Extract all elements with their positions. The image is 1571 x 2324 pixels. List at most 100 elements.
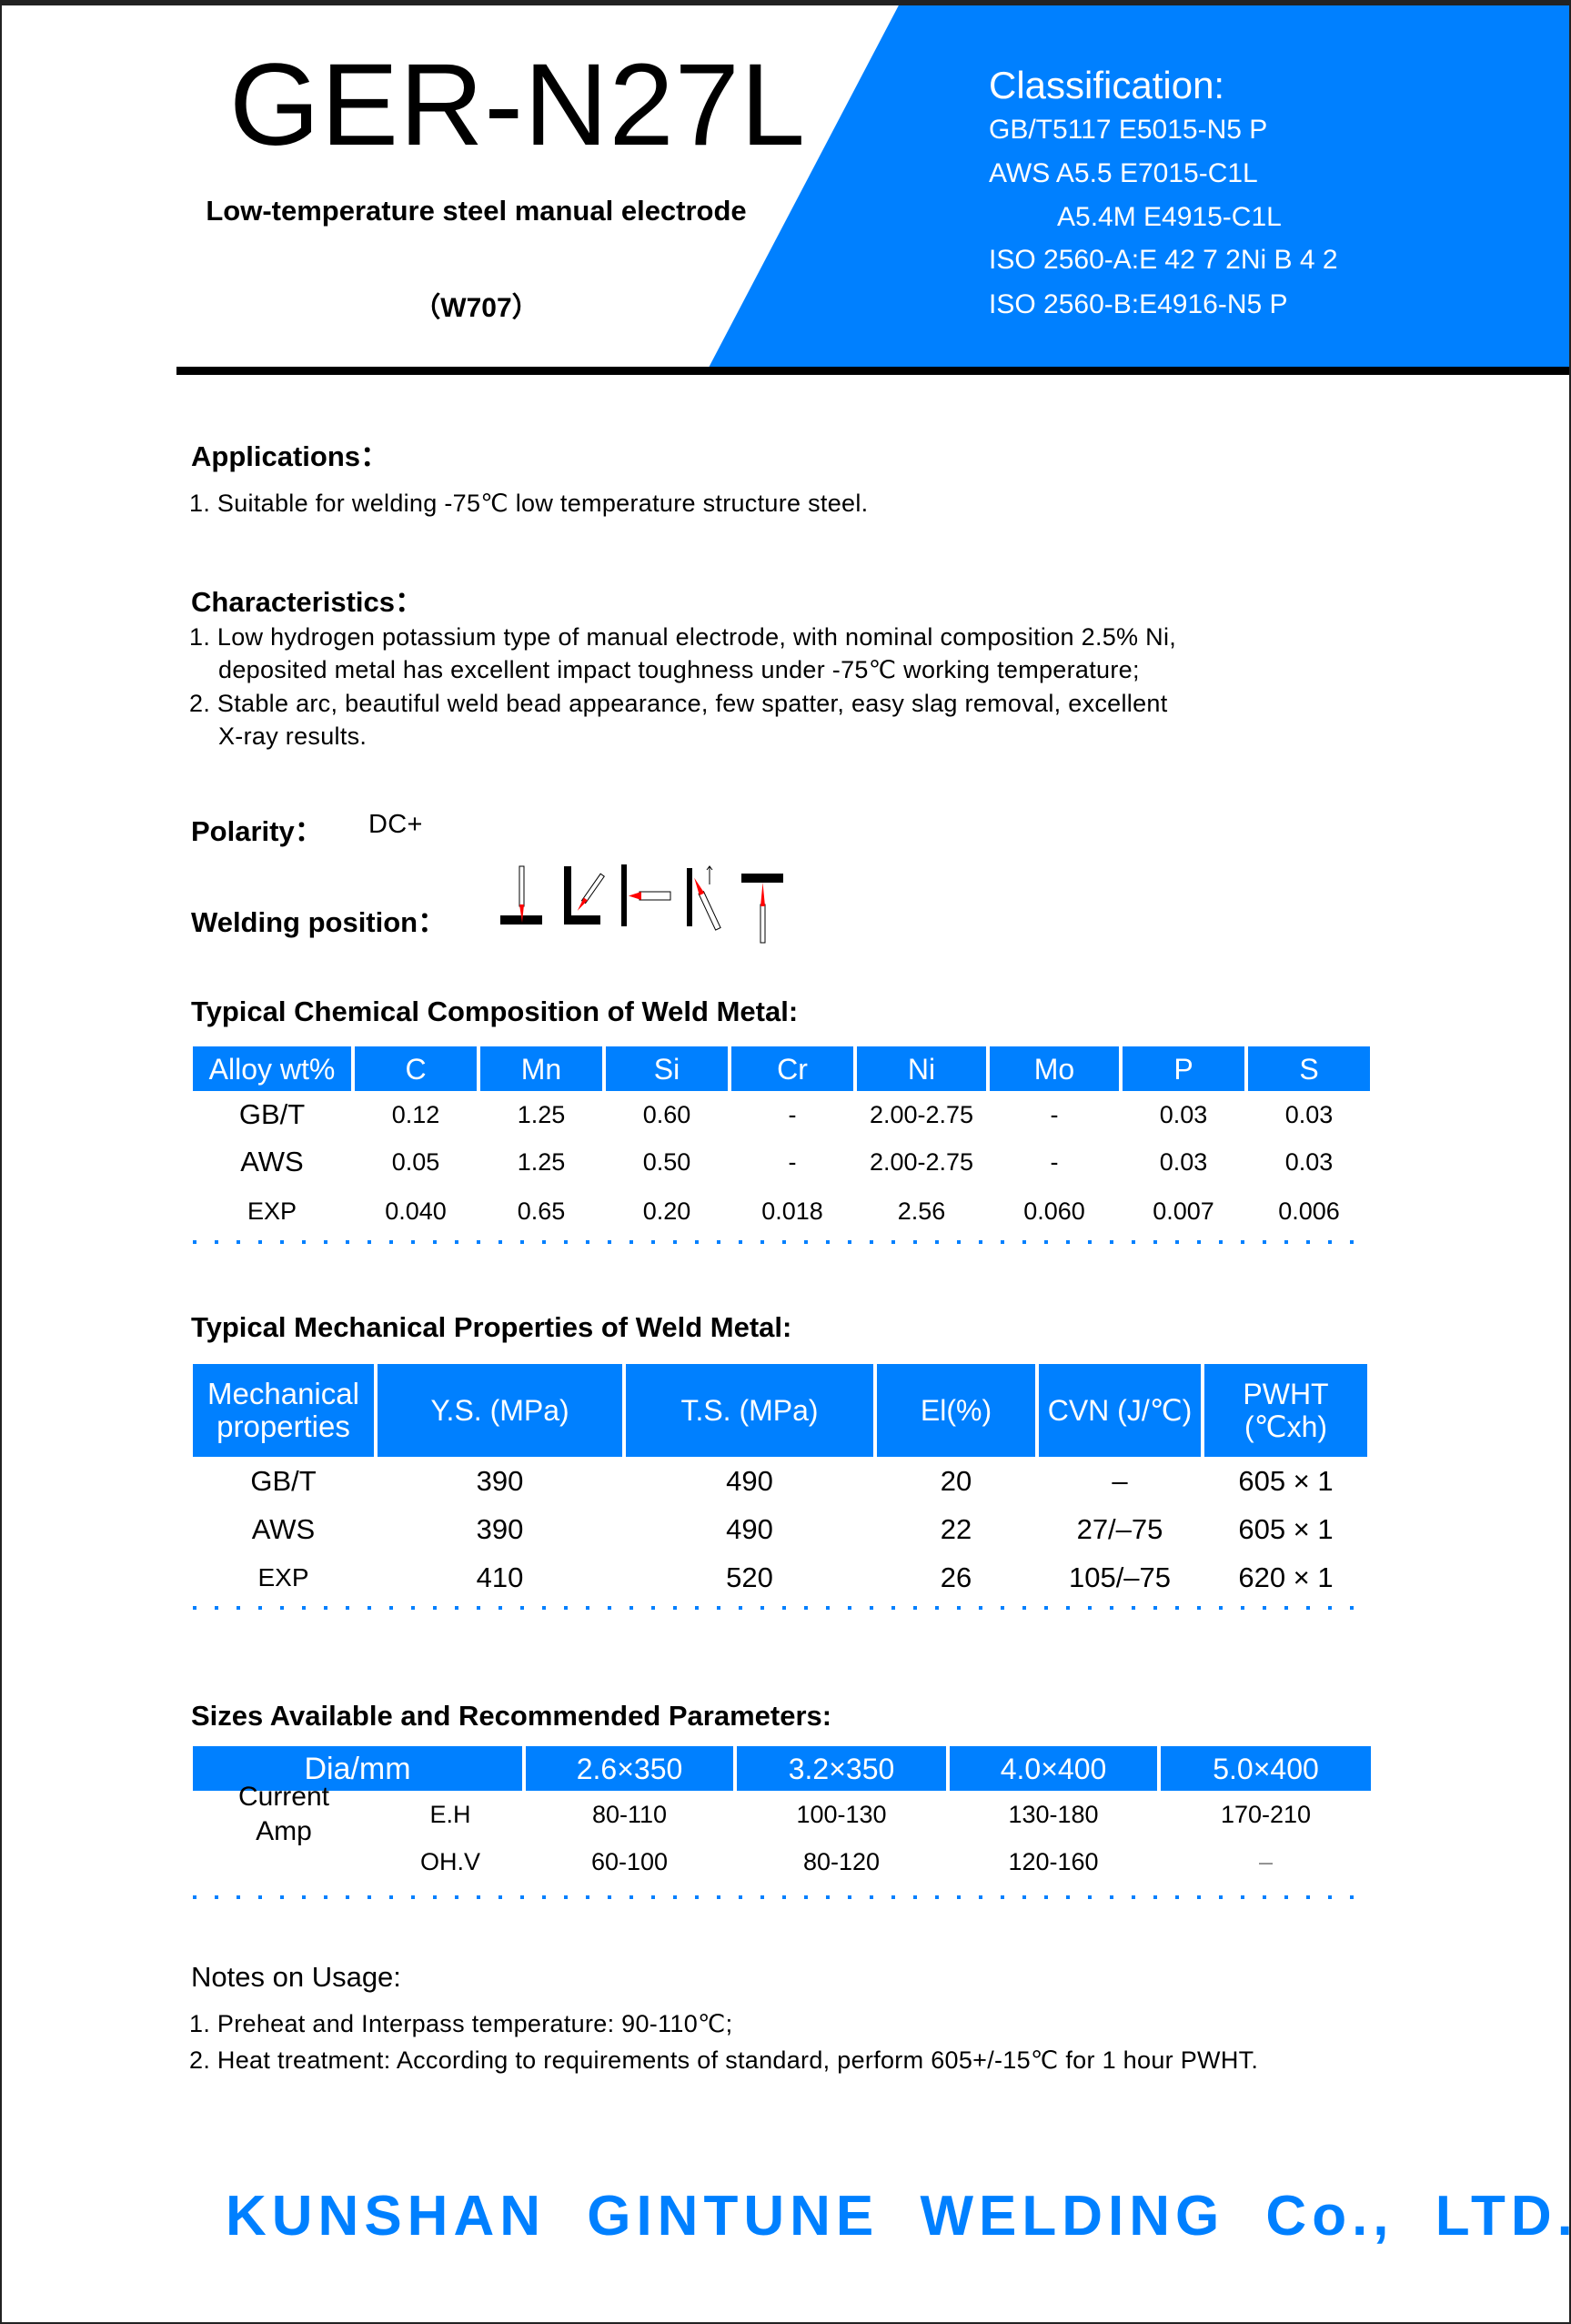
- chemical-cell: 2.00-2.75: [869, 1100, 974, 1128]
- chemical-cell: 2.56: [897, 1197, 946, 1225]
- sizes-header-cell: 4.0×400: [950, 1746, 1157, 1791]
- product-code: （W707）: [413, 293, 539, 323]
- chemical-cell: 1.25: [517, 1100, 566, 1128]
- chemical-cell: 0.65: [517, 1197, 566, 1225]
- characteristics-line: 2. Stable arc, beautiful weld bead appea…: [189, 690, 1168, 717]
- sizes-heading: Sizes Available and Recommended Paramete…: [191, 1700, 832, 1732]
- chemical-header-cell: Si: [606, 1046, 728, 1091]
- mechanical-cell: 105/–75: [1068, 1561, 1172, 1593]
- chemical-header-cell: Alloy wt%: [193, 1046, 351, 1091]
- chemical-cell: 0.03: [1159, 1147, 1208, 1176]
- classification-line: ISO 2560-B:E4916-N5 P: [989, 289, 1288, 319]
- mechanical-row-label: GB/T: [250, 1464, 317, 1497]
- characteristics-line: X-ray results.: [218, 722, 368, 750]
- sizes-cell: 120-160: [1008, 1847, 1099, 1875]
- chemical-row-label: GB/T: [238, 1098, 306, 1130]
- mechanical-cell: 27/–75: [1076, 1512, 1163, 1545]
- mechanical-cell: 520: [726, 1561, 773, 1593]
- chemical-cell: -: [1050, 1147, 1059, 1176]
- sizes-cell: OH.V: [419, 1847, 480, 1875]
- mechanical-cell: 390: [476, 1512, 524, 1545]
- header-blue-panel: [709, 0, 1571, 368]
- dotted-divider: [193, 1606, 1371, 1610]
- chemical-cell: 0.018: [761, 1197, 823, 1225]
- chemical-cell: 0.50: [642, 1147, 691, 1176]
- chemical-cell: 0.006: [1278, 1197, 1340, 1225]
- mechanical-cell: 26: [940, 1561, 972, 1593]
- characteristics-line: 1. Low hydrogen potassium type of manual…: [189, 623, 1177, 651]
- mechanical-header-cell: El(%): [877, 1364, 1035, 1457]
- horizontal-position-icon: [621, 864, 671, 926]
- mechanical-cell: 410: [476, 1561, 524, 1593]
- chemical-header-cell: Cr: [731, 1046, 853, 1091]
- mechanical-cell: 605 × 1: [1238, 1464, 1334, 1497]
- dotted-divider: [193, 1895, 1371, 1899]
- chemical-header-cell: P: [1123, 1046, 1244, 1091]
- classification-line: GB/T5117 E5015-N5 P: [989, 115, 1268, 145]
- company-logo-text: KUNSHAN GINTUNE WELDING Co., LTD.: [226, 2185, 1571, 2248]
- flat-position-icon: [500, 865, 542, 925]
- chemical-row-label: EXP: [247, 1197, 297, 1225]
- welding-position-icons: [500, 864, 783, 944]
- chemical-row-label: AWS: [240, 1146, 304, 1177]
- sizes-header-cell: 5.0×400: [1161, 1746, 1371, 1791]
- sizes-cell: 80-120: [802, 1847, 881, 1875]
- chemical-cell: 0.05: [391, 1147, 440, 1176]
- mechanical-cell: 605 × 1: [1238, 1512, 1334, 1545]
- notes-heading: Notes on Usage:: [191, 1961, 401, 1993]
- sizes-cell: E.H: [429, 1800, 471, 1828]
- mechanical-row-label: AWS: [251, 1512, 316, 1545]
- sizes-cell: –: [1258, 1847, 1274, 1875]
- sizes-header-cell: 2.6×350: [526, 1746, 733, 1791]
- chemical-cell: -: [788, 1100, 797, 1128]
- sizes-table: Dia/mm 2.6×350 3.2×350 4.0×400 5.0×400 C…: [193, 1746, 1371, 1885]
- sizes-header-cell: Dia/mm: [193, 1746, 522, 1791]
- applications-item: 1. Suitable for welding -75℃ low tempera…: [189, 490, 869, 517]
- mechanical-header-cell: CVN (J/℃): [1039, 1364, 1201, 1457]
- chemical-table: Alloy wt% C Mn Si Cr Ni Mo P S GB/T 0.12 1.25 0.60 - 2…: [193, 1046, 1370, 1237]
- overhead-position-icon: [741, 874, 783, 944]
- chemical-cell: 0.040: [385, 1197, 447, 1225]
- chemical-header-cell: Ni: [857, 1046, 986, 1091]
- sizes-cell: 60-100: [590, 1847, 669, 1875]
- mechanical-table: Mechanical properties Y.S. (MPa) T.S. (MPa…: [193, 1364, 1367, 1602]
- chemical-cell: 0.03: [1284, 1100, 1334, 1128]
- sizes-cell: 170-210: [1220, 1800, 1312, 1828]
- mechanical-cell: 390: [476, 1464, 524, 1497]
- mechanical-header-cell: Mechanical properties: [193, 1364, 374, 1457]
- mechanical-heading: Typical Mechanical Properties of Weld Me…: [191, 1311, 792, 1343]
- mechanical-header-cell: T.S. (MPa): [626, 1364, 873, 1457]
- dotted-divider: [193, 1240, 1371, 1244]
- sizes-cell: 80-110: [591, 1800, 668, 1828]
- sizes-header-cell: 3.2×350: [737, 1746, 946, 1791]
- chemical-cell: 1.25: [517, 1147, 566, 1176]
- chemical-heading: Typical Chemical Composition of Weld Met…: [191, 995, 799, 1027]
- chemical-header-cell: S: [1248, 1046, 1370, 1091]
- welding-position-label: Welding position：: [191, 906, 447, 938]
- characteristics-line: deposited metal has excellent impact tou…: [218, 656, 1140, 683]
- mechanical-cell: –: [1112, 1464, 1128, 1497]
- applications-heading: Applications：: [191, 440, 389, 472]
- mechanical-header-cell: Y.S. (MPa): [378, 1364, 622, 1457]
- mechanical-cell: 20: [940, 1464, 972, 1497]
- mechanical-row-label: EXP: [257, 1562, 309, 1591]
- mechanical-cell: 490: [726, 1512, 773, 1545]
- sizes-cell: 100-130: [796, 1800, 887, 1828]
- classification-line: ISO 2560-A:E 42 7 2Ni B 4 2: [989, 245, 1338, 275]
- chemical-cell: 0.12: [391, 1100, 440, 1128]
- chemical-cell: 0.007: [1153, 1197, 1214, 1225]
- vertical-up-icon: [687, 865, 721, 931]
- polarity-value: DC+: [368, 810, 423, 839]
- classification-line: AWS A5.5 E7015-C1L: [989, 158, 1258, 188]
- mechanical-cell: 490: [726, 1464, 773, 1497]
- notes-item: 2. Heat treatment: According to requirem…: [189, 2046, 1259, 2074]
- chemical-header-cell: Mn: [480, 1046, 602, 1091]
- chemical-cell: 0.060: [1023, 1197, 1085, 1225]
- classification-title: Classification:: [989, 64, 1225, 106]
- classification-line: A5.4M E4915-C1L: [1057, 202, 1282, 232]
- chemical-cell: 0.60: [642, 1100, 691, 1128]
- chemical-cell: 2.00-2.75: [869, 1147, 974, 1176]
- product-description: Low-temperature steel manual electrode: [206, 195, 747, 227]
- mechanical-header-cell: PWHT (℃xh): [1204, 1364, 1367, 1457]
